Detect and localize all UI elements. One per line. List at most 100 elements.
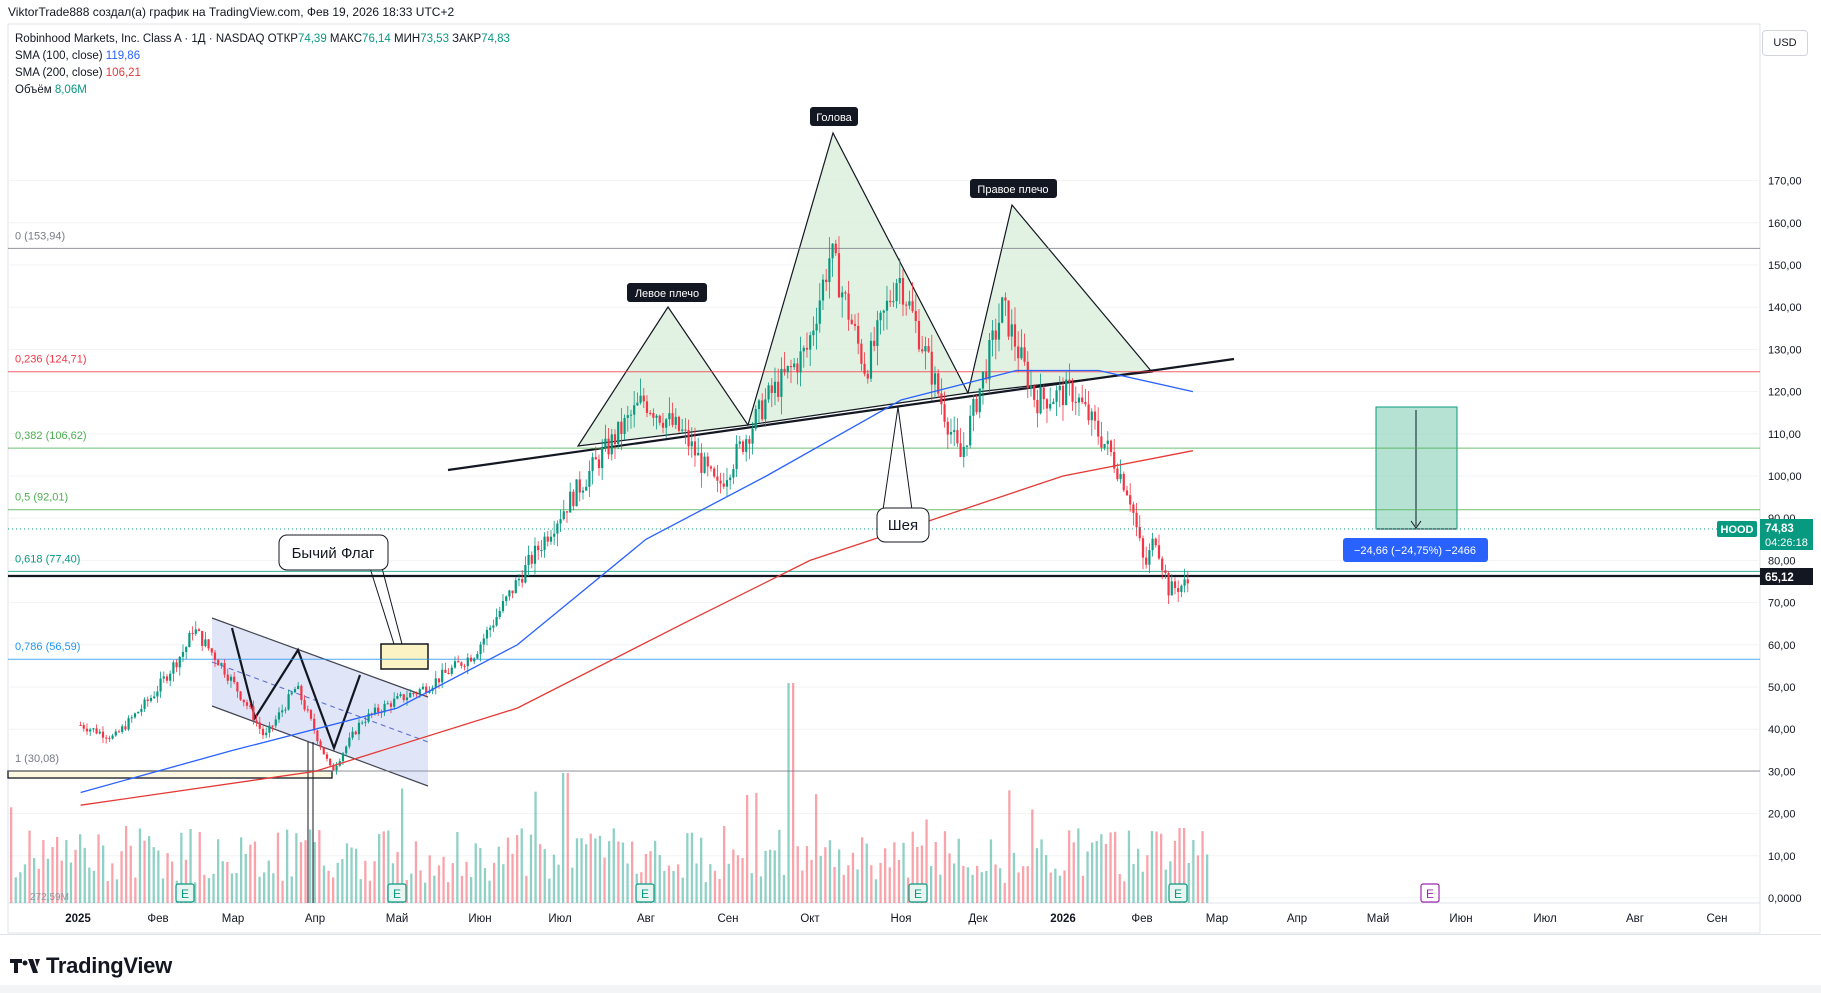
earnings-marker-icon (635, 883, 655, 903)
volume-bar (194, 882, 197, 903)
fib-retracement[interactable]: 0 (153,94) 0,236 (124,71) 0,382 (106,62) 0,… (8, 230, 1760, 772)
candle-body (882, 310, 885, 313)
volume-bar (230, 873, 234, 903)
volume-bar (511, 853, 514, 903)
legend-volume-row[interactable]: Объём 8,06M (15, 82, 510, 99)
volume-bar (999, 868, 1002, 903)
candle-body (207, 639, 210, 649)
volume-bar (1155, 831, 1158, 903)
candle-body (233, 676, 236, 683)
candle-body (665, 419, 668, 428)
candle-body (1148, 550, 1151, 565)
measure-label[interactable]: −24,66 (−24,75%) −2466 (1343, 538, 1488, 562)
volume-bar (575, 838, 579, 903)
volume-bar (681, 877, 684, 903)
pattern-drawings (7, 131, 1760, 903)
candle-body (716, 476, 719, 481)
candle-body (329, 758, 332, 766)
candle-body (578, 479, 581, 493)
candle-body (972, 398, 975, 416)
time-tick-label: Июл (1533, 913, 1556, 925)
candle-body (239, 691, 242, 700)
candle-body (956, 430, 959, 444)
time-tick-label: Окт (800, 913, 820, 925)
candle-body (825, 279, 828, 283)
candle-body (604, 438, 607, 449)
volume-bar (759, 876, 763, 903)
candle-body (889, 300, 892, 303)
candle-body (348, 737, 351, 747)
price-axis[interactable]: 170,00 160,00 150,00 140,00 130,00 120,00 110,… (1768, 176, 1802, 905)
neck-callout-text: Шея (888, 517, 918, 534)
volume-bar (879, 862, 882, 903)
candle-body (978, 388, 981, 413)
candle-body (453, 661, 457, 668)
volume-bar (939, 874, 942, 903)
candle-body (114, 731, 117, 736)
price-tick-label: 80,00 (1768, 555, 1796, 567)
candle-body (626, 415, 629, 418)
candle-body (943, 404, 946, 422)
candle-body (290, 692, 293, 695)
candle-body (274, 719, 277, 726)
legend-sma200-row[interactable]: SMA (200, close) 106,21 (15, 65, 510, 82)
volume-bar (161, 878, 165, 903)
candle-body (345, 746, 348, 754)
candle-body (341, 753, 345, 762)
volume-bar (410, 873, 413, 903)
volume-bar (1026, 866, 1029, 903)
time-tick-label: Авг (637, 913, 655, 925)
volume-bar (359, 879, 362, 903)
legend-low-label: МИН (394, 33, 421, 45)
volume-bar (603, 857, 606, 903)
volume-bar (810, 859, 813, 903)
volume-bar (1100, 834, 1103, 903)
head-label-bg (810, 107, 858, 126)
price-chart[interactable]: 272,59M 0 (153,94) 0,236 (124,71) 0,382 (1… (0, 0, 1821, 935)
volume-bar (1104, 843, 1108, 903)
volume-bar (980, 872, 983, 903)
candle-body (242, 699, 245, 703)
candle-body (284, 709, 287, 711)
currency-button[interactable]: USD (1762, 30, 1808, 56)
tradingview-brand[interactable]: TradingView (10, 953, 172, 979)
candle-body (713, 468, 716, 477)
level-badge-bg (1760, 568, 1813, 585)
candle-body (735, 443, 738, 470)
countdown-text: 04:26:18 (1765, 537, 1808, 549)
volume-bar (548, 878, 551, 903)
candle-body (857, 325, 860, 344)
candle-body (527, 554, 530, 566)
candle-body (873, 340, 876, 346)
candle-body (268, 725, 271, 733)
volume-bar (925, 819, 928, 903)
fib-level-label: 0,5 (92,01) (15, 492, 68, 504)
volume-bar (571, 867, 574, 903)
candle-body (741, 441, 745, 452)
volume-bar (861, 837, 864, 903)
candle-body (185, 647, 188, 652)
candle-body (841, 292, 844, 298)
volume-bar (649, 851, 652, 903)
candle-body (1097, 420, 1100, 437)
volume-bar (447, 882, 450, 903)
price-tick-label: 40,00 (1768, 724, 1796, 736)
neck-callout: Шея (876, 507, 930, 543)
volume-bar (755, 793, 758, 903)
candle-body (1045, 399, 1049, 409)
time-axis[interactable]: 2025 Фев Мар Апр Май Июн Июл Авг Сен Окт Ноя Дек 202… (65, 913, 1727, 925)
volume-bar (497, 846, 500, 903)
candle-body (540, 549, 543, 551)
candle-body (962, 446, 965, 457)
bull-flag-callout-text: Бычий Флаг (292, 545, 375, 562)
legend-sma100-row[interactable]: SMA (100, close) 119,86 (15, 48, 510, 65)
volume-bar (97, 834, 100, 903)
price-tick-label: 120,00 (1768, 387, 1802, 399)
legend-symbol[interactable]: Robinhood Markets, Inc. Class A · 1Д · N… (15, 33, 265, 45)
candle-body (700, 452, 703, 473)
volume-bar (989, 839, 993, 903)
candle-body (146, 699, 149, 702)
measure-arrow-head (1410, 520, 1422, 529)
volume-bar (617, 841, 620, 903)
